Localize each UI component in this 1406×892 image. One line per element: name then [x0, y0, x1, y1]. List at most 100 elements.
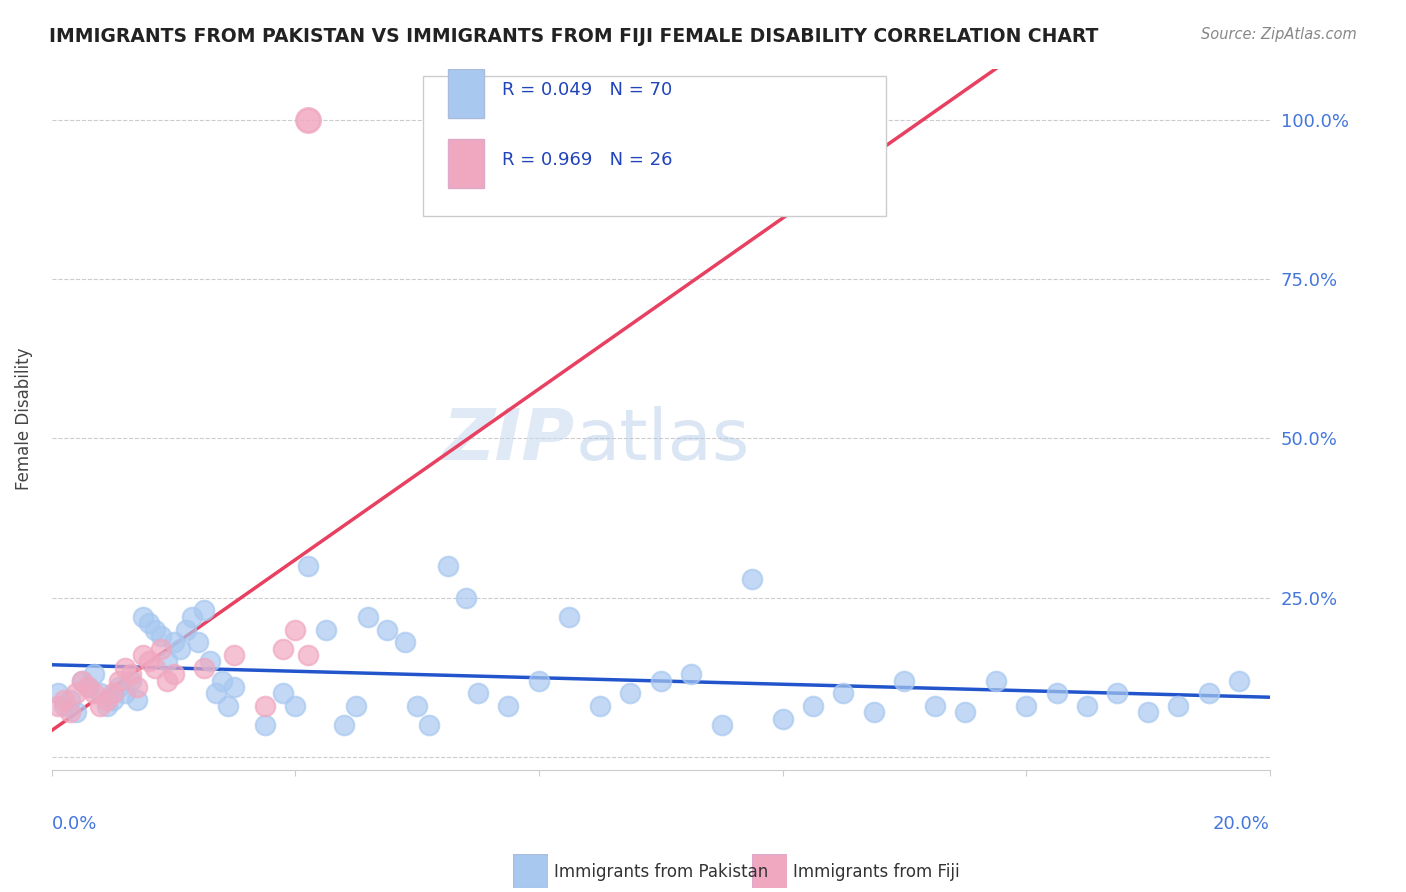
Point [156, 654, 179, 668]
FancyBboxPatch shape [447, 69, 484, 118]
Point [650, 673, 672, 688]
Point [162, 667, 184, 681]
Point [156, 673, 179, 688]
Y-axis label: Female Disability: Female Disability [15, 348, 32, 491]
Text: 0.0%: 0.0% [52, 815, 97, 833]
Point [143, 623, 166, 637]
Point [125, 692, 148, 706]
Point [741, 572, 763, 586]
Point [1227, 673, 1250, 688]
FancyBboxPatch shape [447, 138, 484, 187]
Point [96, 692, 118, 706]
Point [101, 692, 124, 706]
Point [70, 673, 93, 688]
Point [681, 667, 703, 681]
Point [893, 673, 915, 688]
Point [375, 623, 398, 637]
Point [162, 635, 184, 649]
Point [271, 641, 294, 656]
Point [297, 558, 319, 573]
Point [284, 698, 307, 713]
Point [83, 686, 105, 700]
Text: R = 0.049   N = 70: R = 0.049 N = 70 [502, 80, 672, 98]
Point [527, 673, 550, 688]
Point [357, 609, 380, 624]
Point [406, 698, 429, 713]
Point [89, 686, 111, 700]
Point [52, 692, 75, 706]
Point [107, 680, 129, 694]
Point [150, 629, 173, 643]
Point [271, 686, 294, 700]
Point [344, 698, 367, 713]
Point [558, 609, 581, 624]
Point [955, 706, 977, 720]
Text: 20.0%: 20.0% [1213, 815, 1270, 833]
Point [52, 698, 75, 713]
Point [193, 661, 215, 675]
Text: ZIP: ZIP [443, 406, 575, 475]
Point [832, 686, 855, 700]
Point [46, 698, 69, 713]
Point [297, 648, 319, 662]
Point [70, 673, 93, 688]
Text: R = 0.969   N = 26: R = 0.969 N = 26 [502, 151, 673, 169]
Point [120, 667, 142, 681]
Text: Immigrants from Fiji: Immigrants from Fiji [793, 863, 960, 881]
Point [863, 706, 886, 720]
Point [77, 680, 100, 694]
Point [187, 635, 209, 649]
Point [454, 591, 477, 605]
Point [205, 686, 228, 700]
Point [710, 718, 733, 732]
Point [83, 667, 105, 681]
Point [59, 706, 82, 720]
Point [1198, 686, 1220, 700]
Point [59, 692, 82, 706]
Point [1167, 698, 1189, 713]
Point [284, 623, 307, 637]
Point [125, 680, 148, 694]
Point [297, 112, 319, 127]
Point [1136, 706, 1159, 720]
Point [315, 623, 337, 637]
Point [253, 698, 276, 713]
Point [180, 609, 202, 624]
Point [589, 698, 612, 713]
Point [193, 603, 215, 617]
Point [77, 680, 100, 694]
Point [1015, 698, 1038, 713]
Point [169, 641, 191, 656]
Point [1107, 686, 1129, 700]
Point [96, 698, 118, 713]
Text: Source: ZipAtlas.com: Source: ZipAtlas.com [1201, 27, 1357, 42]
FancyBboxPatch shape [423, 76, 886, 216]
Point [198, 654, 221, 668]
Point [143, 661, 166, 675]
Point [107, 673, 129, 688]
Point [65, 686, 87, 700]
Point [138, 616, 160, 631]
Point [138, 654, 160, 668]
Point [924, 698, 946, 713]
Point [46, 686, 69, 700]
Point [467, 686, 489, 700]
Point [114, 661, 136, 675]
Point [65, 706, 87, 720]
Point [333, 718, 356, 732]
Point [619, 686, 641, 700]
Point [772, 712, 794, 726]
Point [101, 686, 124, 700]
Point [1076, 698, 1098, 713]
Point [120, 673, 142, 688]
Point [253, 718, 276, 732]
Point [801, 698, 824, 713]
Point [132, 609, 155, 624]
Point [498, 698, 520, 713]
Point [89, 698, 111, 713]
Point [224, 648, 246, 662]
Point [211, 673, 233, 688]
Text: atlas: atlas [575, 406, 749, 475]
Point [984, 673, 1007, 688]
Point [132, 648, 155, 662]
